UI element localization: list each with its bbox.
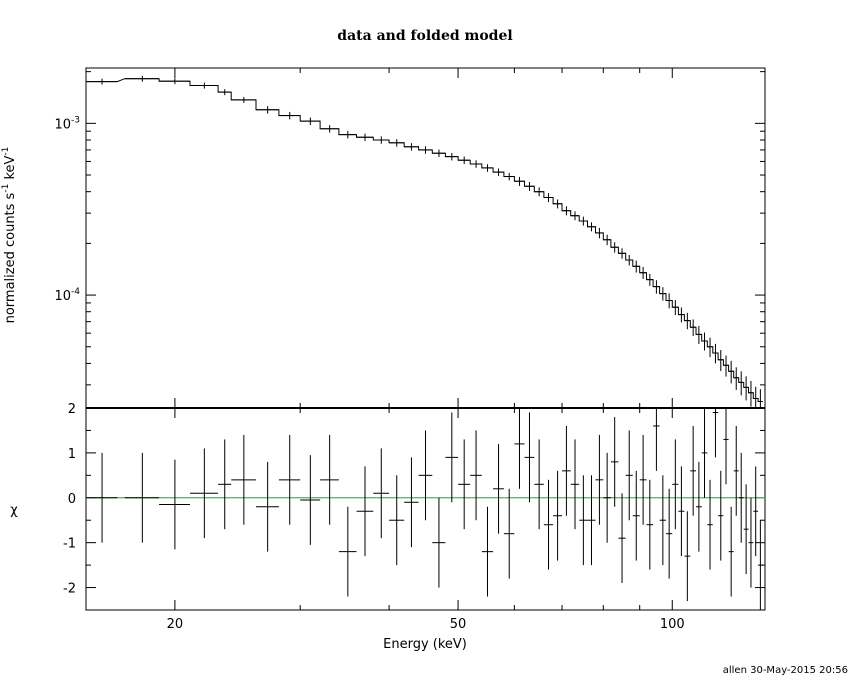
y-axis-label-top: normalized counts s-1 keV-1 bbox=[1, 147, 18, 324]
y-axis-label-chi: χ bbox=[10, 503, 18, 518]
y-tick-label: 10-4 bbox=[54, 287, 80, 304]
top-frame bbox=[85, 67, 766, 409]
y-tick-label: 2 bbox=[68, 402, 76, 417]
chart-title: data and folded model bbox=[337, 28, 513, 44]
y-tick-label: 0 bbox=[68, 492, 76, 507]
y-tick-label: 1 bbox=[68, 447, 76, 462]
bottom-frame bbox=[85, 407, 766, 611]
footer-stamp: allen 30-May-2015 20:56 bbox=[722, 665, 848, 676]
x-tick-label: 100 bbox=[660, 617, 685, 632]
top-panel: 10-3 10-4 bbox=[54, 67, 766, 409]
y-tick-label: -1 bbox=[63, 537, 76, 552]
x-tick-label: 20 bbox=[167, 617, 184, 632]
x-axis-label: Energy (keV) bbox=[383, 637, 467, 652]
y-tick-label: 10-3 bbox=[54, 115, 80, 132]
residual-panel: 20 50 100 -2 -1 0 1 2 bbox=[63, 402, 766, 632]
x-tick-label: 50 bbox=[450, 617, 467, 632]
y-tick-label: -2 bbox=[63, 582, 76, 597]
model-line bbox=[86, 78, 763, 402]
